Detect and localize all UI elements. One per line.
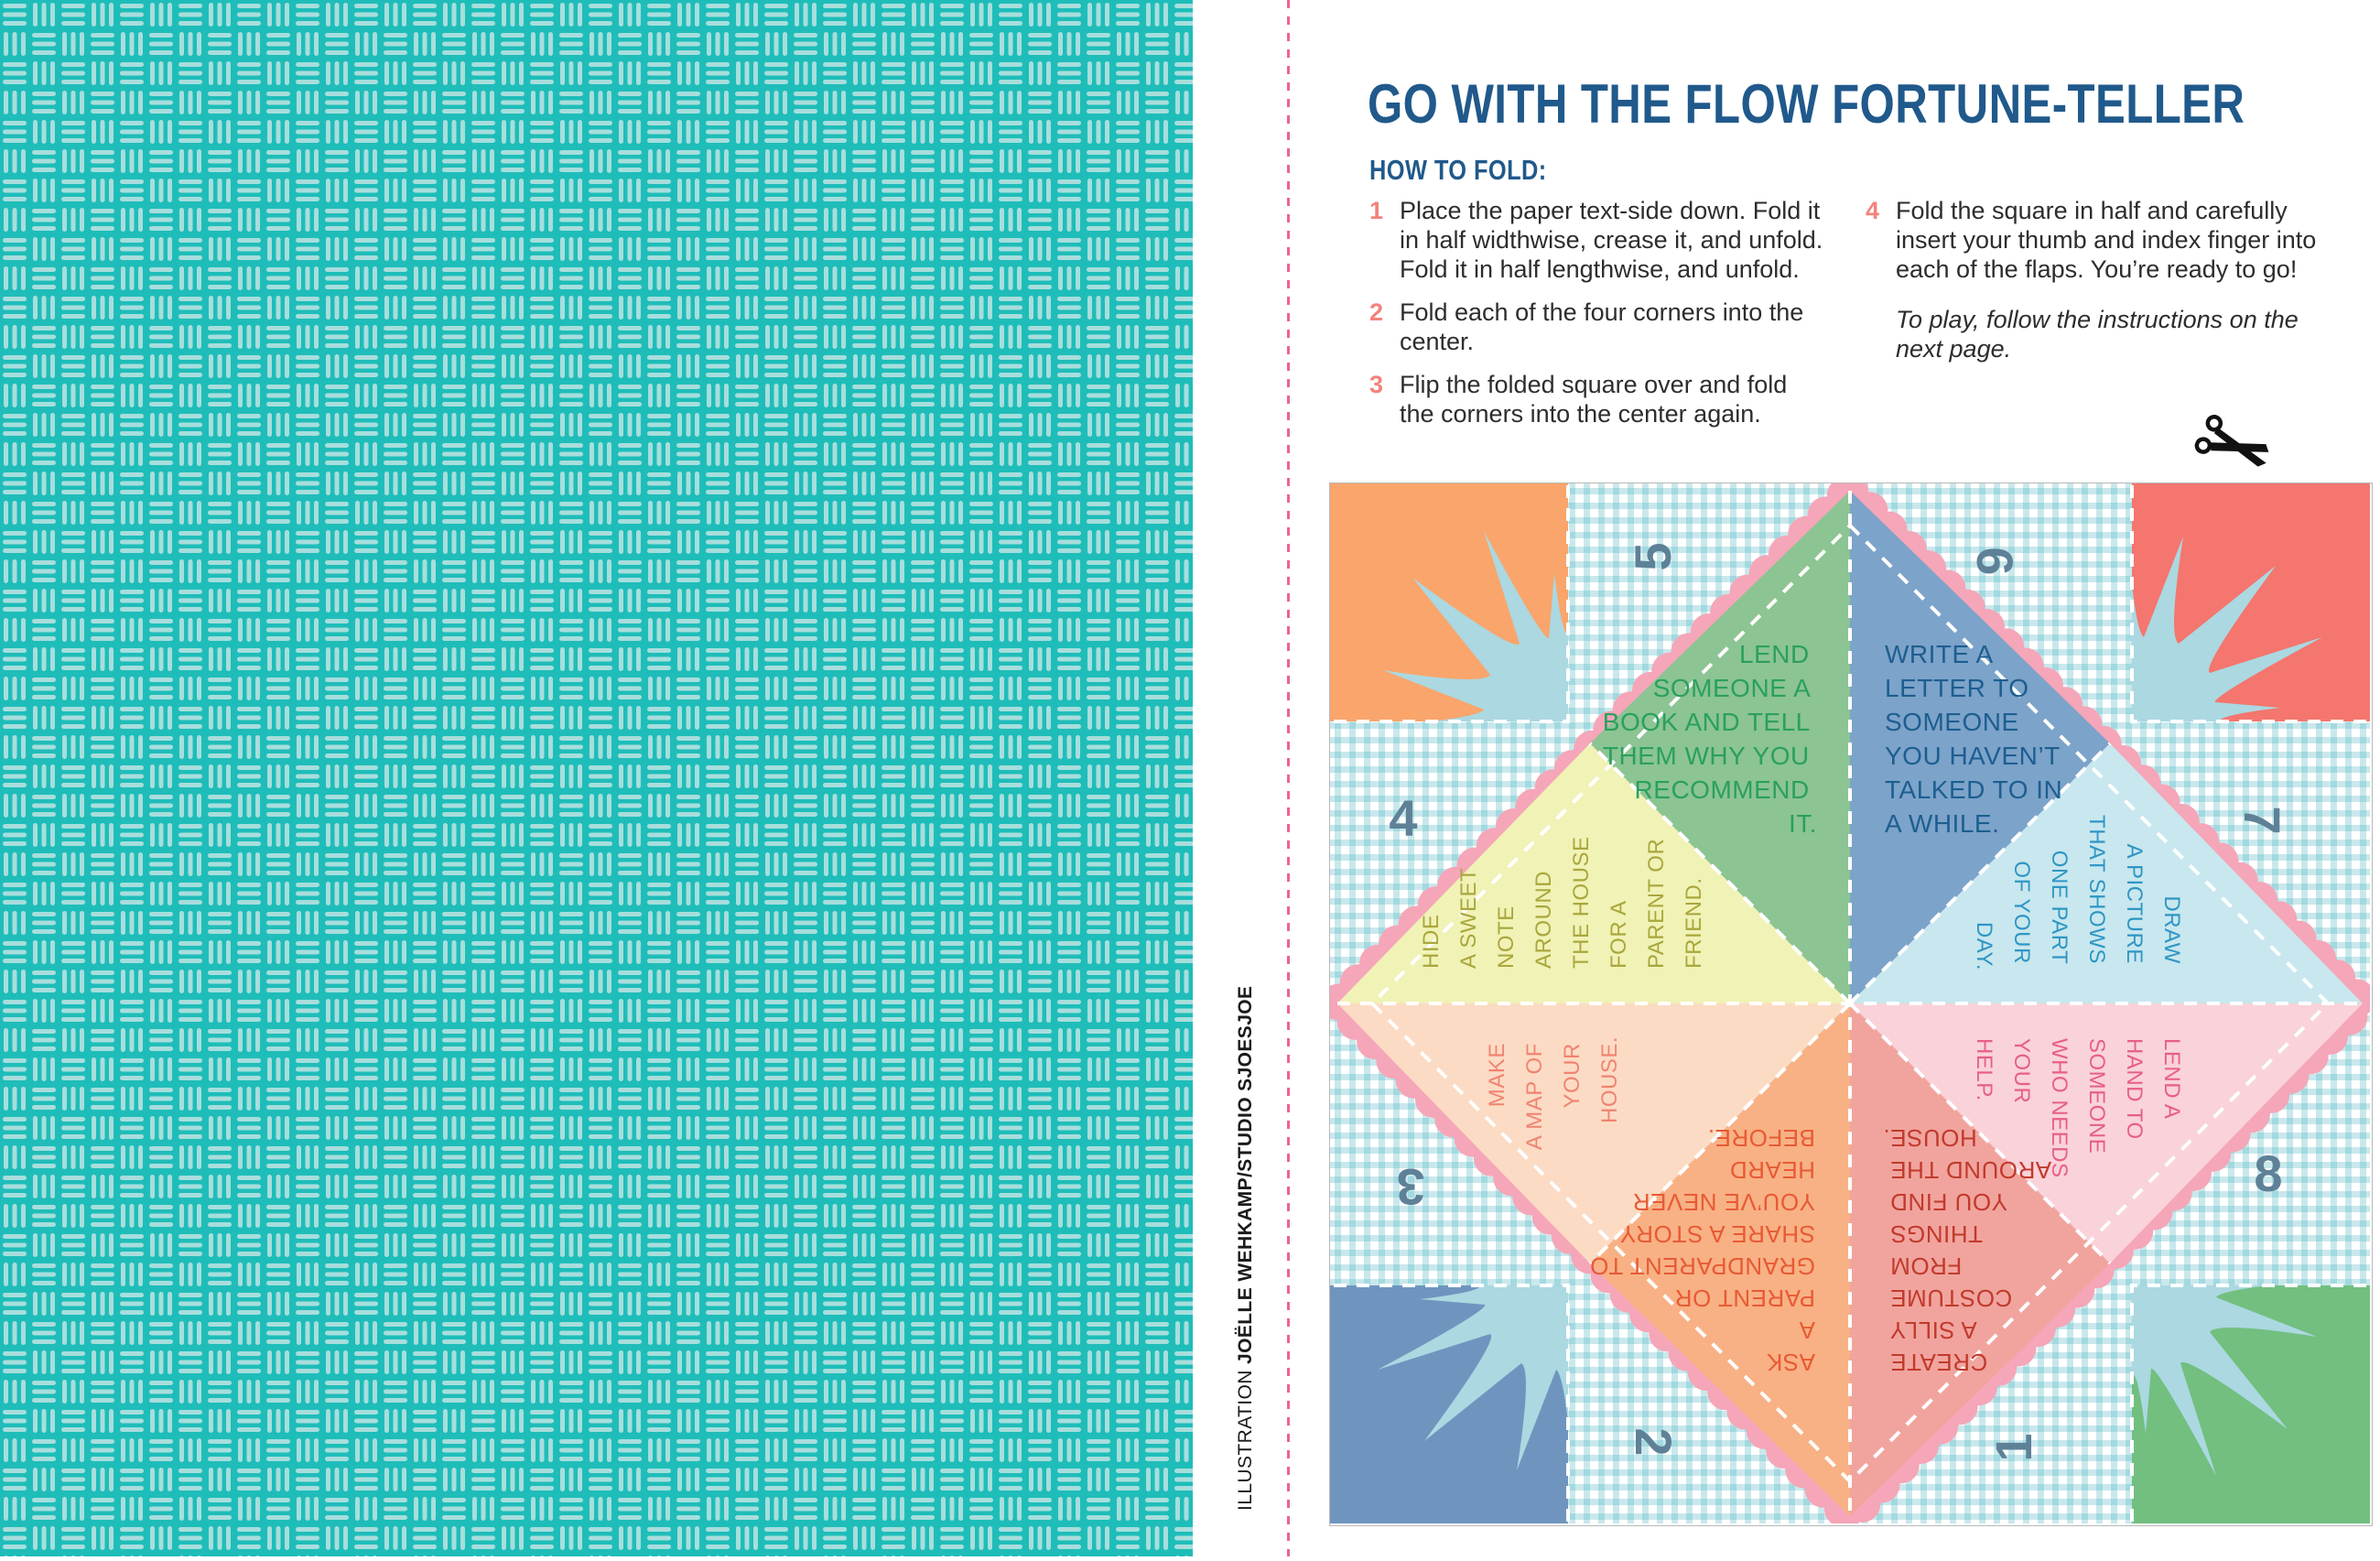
scissors-icon — [2187, 407, 2288, 496]
starburst-icon — [1378, 1285, 1568, 1470]
fortune-teller-template: LEND SOMEONE A BOOK AND TELL THEM WHY YO… — [1311, 464, 2380, 1543]
flap-rose-text: CREATE A SILLY COSTUME FROM THINGS YOU F… — [1883, 1124, 2051, 1376]
flap-blue — [1850, 491, 2110, 1003]
flap-orange — [1590, 1003, 1850, 1516]
flap-number-8: 8 — [2254, 1144, 2282, 1202]
flap-number-3: 3 — [1396, 1158, 1424, 1216]
step-text: Fold the square in half and carefully in… — [1896, 197, 2317, 283]
steps-column-1: 1 Place the paper text-side down. Fold i… — [1369, 196, 1836, 442]
step-text: Flip the folded square over and fold the… — [1400, 371, 1788, 428]
flap-orange-text: ASK A PARENT OR GRANDPARENT TO SHARE A S… — [1583, 1124, 1815, 1376]
how-to-fold-heading: HOW TO FOLD: — [1369, 154, 1547, 186]
flap-peach — [1337, 1003, 1850, 1263]
flap-peach-text: MAKE A MAP OF YOUR HOUSE. — [1485, 1036, 1622, 1150]
crease-fold-lines — [1337, 491, 2363, 1516]
credit-prefix: ILLUSTRATION — [1235, 1370, 1256, 1511]
step-3: 3 Flip the folded square over and fold t… — [1369, 370, 1836, 428]
step-4: 4 Fold the square in half and carefully … — [1866, 196, 2332, 284]
step-text: Fold each of the four corners into the c… — [1400, 298, 1804, 355]
step-number: 4 — [1866, 197, 1880, 224]
flap-number-4: 4 — [1389, 789, 1417, 847]
flap-rose — [1850, 1003, 2110, 1516]
starburst-icon — [2132, 537, 2322, 721]
flap-green-text: LEND SOMEONE A BOOK AND TELL THEM WHY YO… — [1603, 640, 1817, 838]
flap-number-1: 1 — [1985, 1433, 2042, 1461]
steps-column-2: 4 Fold the square in half and carefully … — [1866, 196, 2332, 363]
page-fold-dashed-line — [1287, 0, 1290, 1556]
step-1: 1 Place the paper text-side down. Fold i… — [1369, 196, 1836, 284]
illustration-credit: ILLUSTRATION JOËLLE WEHKAMP/STUDIO SJOES… — [1235, 986, 1257, 1511]
left-page-pattern — [0, 0, 1193, 1556]
flap-number-7: 7 — [2234, 806, 2291, 834]
basket-weave-pattern — [0, 0, 1193, 1556]
play-note: To play, follow the instructions on the … — [1896, 306, 2299, 363]
step-text: Place the paper text-side down. Fold it … — [1400, 197, 1823, 283]
flap-pink-text: LEND A HAND TO SOMEONE WHO NEEDS YOUR HE… — [1972, 1038, 2184, 1185]
starburst-icon — [2132, 1285, 2317, 1476]
flap-blue-text: WRITE A LETTER TO SOMEONE YOU HAVEN’T TA… — [1885, 640, 2071, 838]
step-2: 2 Fold each of the four corners into the… — [1369, 298, 1836, 356]
step-number: 2 — [1369, 298, 1384, 326]
credit-name: JOËLLE WEHKAMP/STUDIO SJOESJOE — [1235, 985, 1256, 1364]
flap-yellow-text: HIDE A SWEET NOTE AROUND THE HOUSE FOR A… — [1419, 829, 1706, 969]
step-number: 1 — [1369, 197, 1384, 224]
flap-number-2: 2 — [1625, 1427, 1682, 1456]
flap-green — [1590, 491, 1850, 1003]
starburst-icon — [1383, 531, 1568, 721]
corner-fold-lines — [1332, 485, 2368, 1522]
flap-pink — [1850, 1003, 2363, 1263]
page-title: GO WITH THE FLOW FORTUNE-TELLER — [1368, 73, 2245, 135]
flap-number-6: 6 — [1966, 547, 2024, 575]
flap-light-blue — [1850, 743, 2363, 1003]
flap-yellow — [1337, 743, 1850, 1003]
flap-light-blue-text: DRAW A PICTURE THAT SHOWS ONE PART OF YO… — [1972, 815, 2184, 970]
step-number: 3 — [1369, 371, 1384, 398]
flap-number-5: 5 — [1624, 542, 1682, 570]
